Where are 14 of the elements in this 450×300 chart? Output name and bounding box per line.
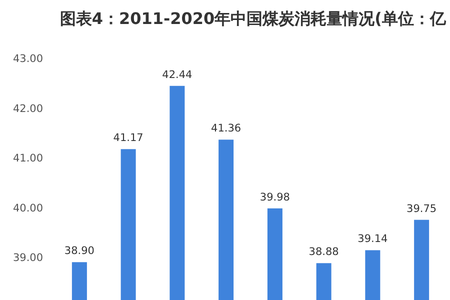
- data-label: 38.90: [64, 245, 94, 258]
- data-label: 39.75: [406, 202, 437, 215]
- data-label: 39.14: [358, 233, 388, 246]
- data-label: 39.98: [260, 191, 290, 204]
- data-label: 41.36: [211, 122, 242, 135]
- y-tick-label: 40.00: [12, 202, 44, 214]
- y-tick-label: 43.00: [12, 53, 44, 65]
- y-tick-label: 39.00: [12, 252, 44, 264]
- y-tick-label: 41.00: [12, 152, 44, 165]
- chart-title: 图表4：2011-2020年中国煤炭消耗量情况(单位：亿: [60, 9, 447, 28]
- data-label: 38.88: [308, 246, 339, 258]
- y-tick-label: 42.00: [12, 102, 44, 115]
- data-label: 42.44: [162, 68, 193, 81]
- data-label: 41.17: [113, 132, 144, 144]
